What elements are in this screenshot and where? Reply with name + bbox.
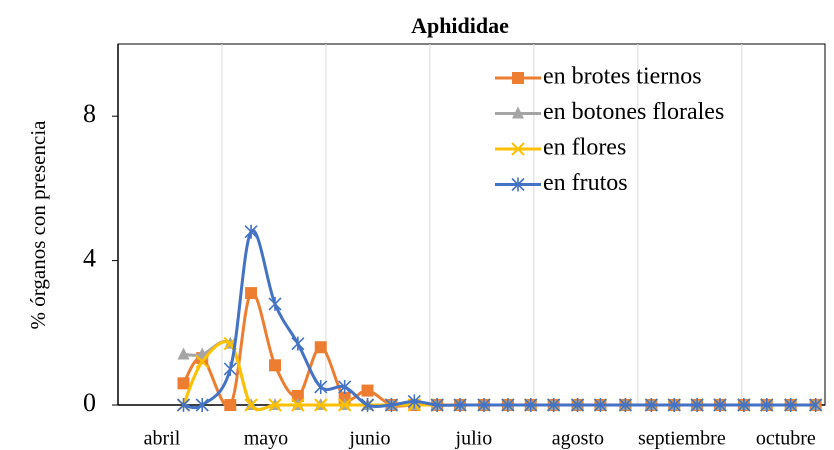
marker	[644, 398, 658, 412]
x-tick-label: julio	[455, 428, 493, 450]
marker	[524, 398, 538, 412]
marker	[593, 398, 607, 412]
marker	[176, 398, 191, 412]
legend-label: en flores	[543, 135, 626, 161]
marker	[760, 398, 774, 412]
marker	[737, 398, 751, 412]
y-tick-label: 4	[83, 244, 96, 273]
marker	[690, 398, 704, 412]
legend-label: en brotes tiernos	[543, 64, 702, 90]
marker	[291, 398, 305, 412]
chart-title: Aphididae	[411, 13, 509, 38]
marker	[291, 336, 305, 351]
x-tick-label: octubre	[756, 428, 816, 450]
legend-label: en frutos	[543, 170, 628, 196]
marker	[384, 398, 399, 412]
marker	[268, 296, 282, 311]
marker	[511, 142, 525, 156]
marker	[713, 398, 727, 412]
marker	[223, 361, 237, 376]
marker	[618, 398, 632, 412]
marker	[361, 384, 374, 397]
x-tick-label: junio	[348, 428, 390, 450]
marker	[195, 354, 209, 369]
marker	[268, 398, 282, 412]
marker	[512, 106, 524, 119]
marker	[177, 347, 190, 360]
marker	[177, 377, 190, 390]
marker	[314, 341, 327, 354]
marker	[667, 398, 681, 412]
marker	[314, 398, 328, 412]
marker	[244, 224, 258, 239]
marker	[337, 398, 352, 412]
marker	[338, 379, 352, 394]
legend-label: en botones florales	[543, 99, 724, 125]
marker	[784, 398, 798, 412]
marker	[512, 72, 524, 84]
marker	[268, 359, 281, 372]
x-tick-label: abril	[144, 428, 181, 450]
marker	[360, 398, 375, 412]
y-axis-label: % órganos con presencia	[26, 120, 50, 330]
marker	[195, 398, 209, 412]
marker	[809, 398, 823, 412]
series-line	[183, 229, 816, 410]
series	[176, 224, 823, 412]
marker	[245, 287, 258, 300]
x-tick-label: septiembre	[638, 428, 726, 450]
marker	[407, 394, 421, 409]
marker	[224, 399, 237, 411]
y-tick-label: 0	[83, 388, 96, 417]
marker	[453, 398, 467, 412]
marker	[501, 398, 515, 412]
marker	[547, 398, 561, 412]
marker	[244, 398, 258, 412]
x-tick-label: mayo	[244, 428, 288, 450]
marker	[314, 379, 328, 394]
x-tick-label: agosto	[552, 428, 604, 450]
marker	[570, 398, 585, 412]
marker	[511, 177, 525, 192]
y-tick-label: 8	[83, 99, 96, 128]
marker	[477, 398, 491, 412]
marker	[291, 389, 304, 402]
marker	[430, 398, 444, 412]
